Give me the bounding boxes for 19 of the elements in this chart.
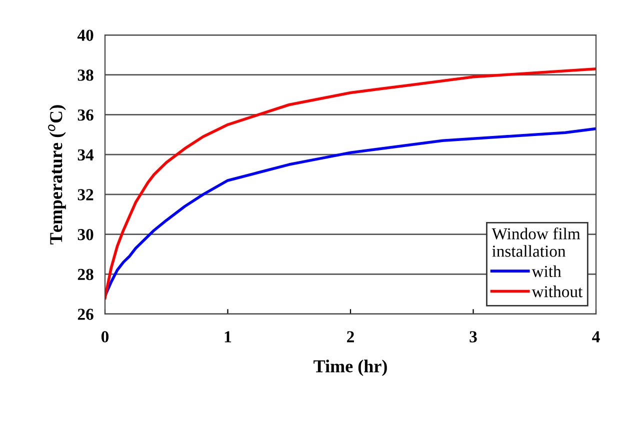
x-axis-title: Time (hr)	[314, 360, 387, 376]
x-tick-label: 3	[470, 331, 477, 342]
legend-label: without	[532, 286, 583, 298]
y-tick-label: 38	[78, 70, 94, 81]
y-tick-label: 36	[78, 109, 94, 121]
legend-label: with	[532, 265, 562, 278]
y-tick-label: 26	[78, 308, 94, 320]
x-tick-label: 1	[224, 331, 232, 342]
y-tick-label: 28	[78, 268, 94, 280]
x-tick-label: 4	[592, 331, 600, 342]
x-tick-label: 0	[101, 331, 109, 342]
y-tick-label: 40	[77, 30, 94, 41]
y-tick-label: 34	[78, 149, 94, 161]
y-axis-title: Temperature ($^{o}$C)	[48, 105, 66, 244]
x-tick-label: 2	[347, 331, 354, 342]
y-tick-label: 30	[78, 228, 94, 240]
line-series	[105, 67, 596, 300]
line-series	[105, 127, 596, 298]
y-tick-label: 32	[78, 189, 94, 200]
